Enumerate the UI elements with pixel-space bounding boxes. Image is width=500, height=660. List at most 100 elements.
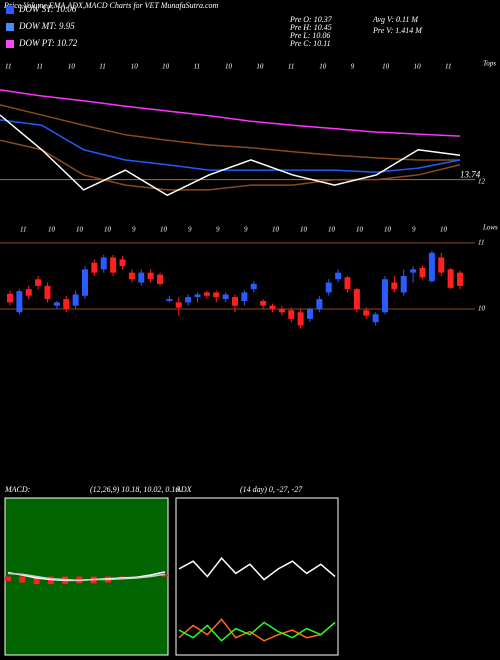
low-label: 10 — [356, 226, 364, 234]
low-label: 10 — [48, 226, 56, 234]
stat: Pre C: 10.11 — [289, 39, 331, 48]
candle-body — [35, 279, 42, 286]
legend-label: DOW ST: 10.06 — [18, 4, 77, 14]
top-label: 11 — [288, 63, 294, 71]
legend-label: DOW PT: 10.72 — [18, 38, 78, 48]
top-label: 10 — [382, 63, 390, 71]
candle-body — [16, 291, 23, 313]
candle-body — [91, 262, 98, 273]
candle-body — [335, 272, 342, 280]
candle-body — [185, 297, 192, 303]
candle-body — [391, 282, 398, 290]
line — [0, 89, 461, 137]
histogram-bar — [33, 576, 40, 585]
candle-body — [222, 294, 229, 300]
low-label: 10 — [328, 226, 336, 234]
candle-body — [400, 275, 407, 293]
top-label: 10 — [131, 63, 139, 71]
top-label: 10 — [162, 63, 170, 71]
legend-swatch — [6, 40, 14, 48]
candle-body — [72, 294, 79, 306]
low-label: 9 — [244, 226, 248, 234]
candle-body — [100, 257, 107, 270]
low-label: 9 — [216, 226, 220, 234]
candle-body — [82, 269, 88, 296]
histogram-bar — [5, 576, 11, 582]
candle-body — [110, 257, 117, 273]
top-label: 10 — [225, 63, 233, 71]
legend-swatch — [6, 23, 14, 31]
chart-title: Price,Volume,EMA,ADX,MACD Charts for VET… — [3, 1, 219, 10]
y-tick-label: 11 — [478, 239, 484, 247]
histogram-bar — [147, 574, 154, 577]
candle-body — [128, 272, 135, 280]
candle-body — [53, 302, 60, 306]
candle-body — [138, 272, 145, 283]
macd-title: MACD: — [4, 485, 31, 494]
macd-subtitle: (12,26,9) 10.18, 10.02, 0.16 — [90, 485, 179, 494]
histogram-bar — [119, 576, 126, 579]
line — [178, 618, 336, 642]
candle-body — [269, 305, 276, 309]
tops-title: Tops — [483, 60, 496, 68]
stat: Pre H: 10.45 — [289, 23, 332, 32]
top-label: 10 — [319, 63, 327, 71]
line — [178, 556, 336, 581]
candle-body — [410, 269, 417, 273]
candle-body — [119, 259, 126, 267]
candle-body — [7, 293, 13, 303]
candle-body — [241, 292, 248, 302]
histogram-bar — [19, 576, 26, 583]
top-label: 11 — [99, 63, 105, 71]
candle-body — [157, 274, 163, 284]
candle-body — [175, 302, 182, 308]
low-label: 10 — [76, 226, 84, 234]
line — [0, 104, 460, 161]
candle-body — [250, 283, 257, 290]
low-label: 9 — [412, 226, 416, 234]
stat: Pre V: 1.414 M — [372, 26, 423, 35]
candle-body — [232, 297, 238, 306]
candle-body — [447, 269, 454, 288]
candle-body — [147, 272, 154, 280]
top-label: 11 — [445, 63, 451, 71]
line — [7, 572, 166, 582]
candle-body — [260, 301, 267, 306]
side-label: 12 — [478, 177, 486, 185]
top-label: 10 — [256, 63, 264, 71]
candle-body — [44, 285, 51, 300]
low-label: 11 — [20, 226, 26, 234]
legend-label: DOW MT: 9.95 — [18, 21, 75, 31]
low-label: 10 — [160, 226, 168, 234]
candle-body — [25, 289, 32, 296]
low-label: 10 — [384, 226, 392, 234]
candle-body — [438, 257, 445, 273]
histogram-bar — [162, 574, 168, 577]
candle-body — [325, 282, 332, 293]
low-label: 9 — [188, 226, 192, 234]
candle-body — [213, 292, 220, 298]
stat: Avg V: 0.11 M — [372, 15, 419, 24]
candle-body — [288, 310, 295, 319]
candle-body — [428, 252, 435, 282]
top-label: 11 — [36, 63, 42, 71]
y-tick-label: 10 — [478, 305, 486, 313]
candle-body — [307, 308, 313, 319]
histogram-bar — [47, 576, 54, 585]
candle-body — [166, 299, 173, 302]
line — [178, 621, 336, 642]
top-label: 11 — [5, 63, 11, 71]
top-label: 10 — [414, 63, 422, 71]
stat: Pre L: 10.06 — [289, 31, 330, 40]
line — [0, 114, 461, 197]
candle-body — [203, 292, 210, 296]
adx-subtitle: (14 day) 0, -27, -27 — [240, 485, 303, 494]
candle-body — [344, 277, 351, 290]
stat: Pre O: 10.37 — [289, 15, 333, 24]
legend-swatch — [6, 6, 14, 14]
candle-body — [457, 272, 463, 286]
candle-body — [316, 299, 323, 309]
candle-body — [297, 312, 304, 326]
reference-label: 13.74 — [460, 170, 481, 180]
